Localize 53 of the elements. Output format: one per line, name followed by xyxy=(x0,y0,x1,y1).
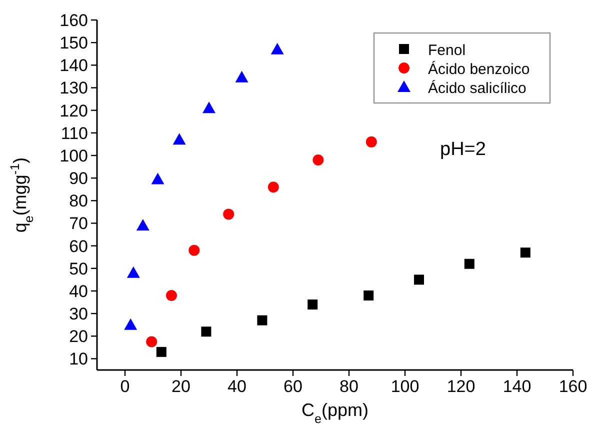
point xyxy=(366,136,377,148)
point xyxy=(124,318,138,330)
y-tick-label: 30 xyxy=(69,304,88,324)
point xyxy=(270,42,284,54)
y-tick-label: 40 xyxy=(69,282,88,301)
point xyxy=(308,300,318,310)
point xyxy=(172,133,186,145)
x-tick-label: 60 xyxy=(284,377,302,396)
point xyxy=(257,315,268,326)
x-axis-title: C$_{e}$(ppm) xyxy=(301,400,369,426)
x-tick-label: 100 xyxy=(390,377,420,396)
point xyxy=(464,258,474,269)
y-tick-label: 120 xyxy=(60,101,88,120)
x-tick-label: 140 xyxy=(502,377,532,396)
x-tick-label: 20 xyxy=(172,377,190,396)
point xyxy=(364,290,374,300)
y-tick-label: 130 xyxy=(60,78,88,98)
point xyxy=(520,248,530,258)
y-tick-label: 90 xyxy=(69,169,88,188)
y-tick-label: 50 xyxy=(69,259,88,278)
point xyxy=(146,336,158,348)
point xyxy=(268,182,279,193)
point xyxy=(414,274,424,285)
point xyxy=(312,154,324,166)
point xyxy=(202,102,216,114)
point xyxy=(151,172,164,184)
x-tick-label: 40 xyxy=(228,377,246,396)
point xyxy=(223,208,234,220)
y-tick-label: 100 xyxy=(60,146,88,166)
point xyxy=(136,218,150,230)
y-tick-label: 110 xyxy=(60,124,88,143)
x-tick-label: 0 xyxy=(120,377,130,396)
point xyxy=(188,244,200,256)
legend-label: Ácido benzoico xyxy=(428,60,530,78)
annotation: pH=2 xyxy=(440,139,486,160)
y-tick-label: 80 xyxy=(69,192,88,211)
x-tick-label: 160 xyxy=(558,377,588,396)
point xyxy=(126,266,140,278)
point xyxy=(235,70,248,82)
point xyxy=(166,290,177,301)
y-tick-label: 70 xyxy=(69,214,88,234)
y-tick-label: 60 xyxy=(69,236,88,256)
x-tick-label: 80 xyxy=(340,377,358,396)
x-tick-label: 120 xyxy=(446,377,476,396)
y-tick-label: 10 xyxy=(69,350,88,369)
y-tick-label: 160 xyxy=(60,11,88,30)
y-tick-label: 20 xyxy=(69,327,88,346)
point xyxy=(201,326,212,337)
legend-label: Ácido salicílico xyxy=(428,79,526,97)
point xyxy=(156,346,166,357)
legend-label: Fenol xyxy=(428,42,466,59)
y-tick-label: 140 xyxy=(60,56,88,76)
y-tick-label: 150 xyxy=(60,34,88,53)
